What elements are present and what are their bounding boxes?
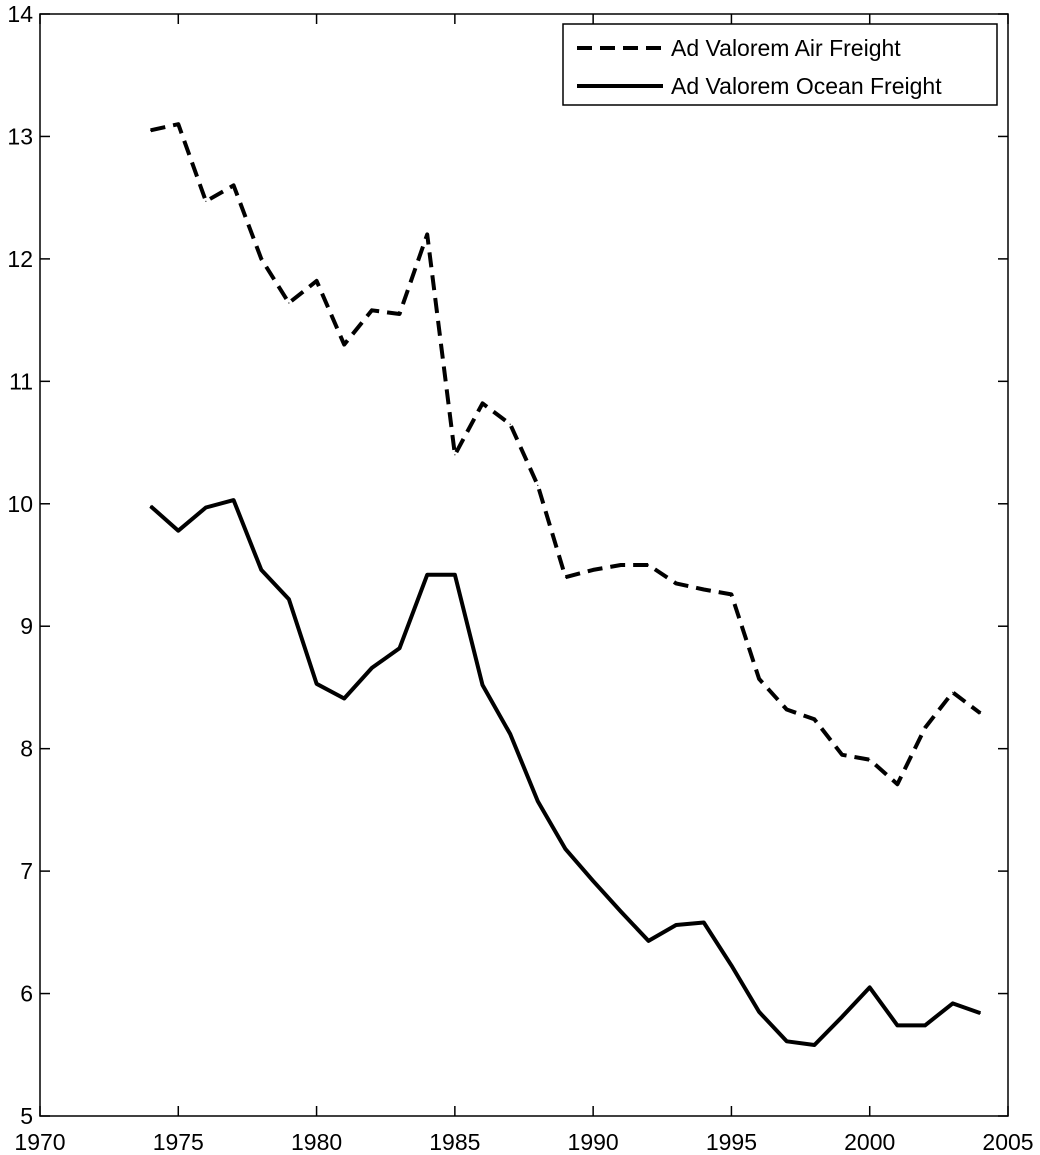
data-point: [398, 647, 401, 649]
data-point: [454, 574, 456, 576]
data-point: [952, 691, 954, 693]
ticks-layer: 1970 1975 1980 1985 1990 1995 2000 2005 5 6 7 8 9 10 1…: [7, 1, 1033, 1155]
legend-label-1: Ad Valorem Air Freight: [671, 35, 901, 61]
y-tick-label: 12: [7, 246, 33, 272]
data-point: [841, 754, 843, 756]
data-point: [177, 123, 179, 125]
y-tick-label: 6: [20, 981, 33, 1007]
data-point: [537, 800, 539, 802]
data-point: [454, 454, 456, 456]
y-tick-label: 5: [20, 1103, 33, 1129]
series-points-2: [150, 499, 981, 1046]
x-tick-label: 1970: [14, 1129, 65, 1155]
x-tick-label: 2005: [982, 1129, 1033, 1155]
data-point: [924, 1024, 926, 1026]
data-point: [481, 402, 484, 404]
data-point: [205, 506, 207, 509]
series-layer: [149, 122, 982, 1047]
data-point: [730, 964, 733, 967]
plot-background: [40, 14, 1008, 1116]
y-tick-label: 8: [20, 736, 33, 762]
plot-frame: [39, 13, 1009, 1117]
series-points-1: [150, 123, 981, 785]
data-point: [316, 280, 318, 282]
x-tick-label: 1980: [291, 1129, 342, 1155]
y-tick-label: 11: [9, 368, 33, 394]
data-point: [509, 423, 511, 425]
data-point: [979, 1012, 981, 1014]
data-point: [647, 940, 650, 942]
data-point: [758, 678, 760, 680]
data-point: [924, 727, 926, 729]
data-point: [647, 564, 650, 566]
data-point: [260, 569, 262, 571]
data-point: [675, 582, 677, 585]
data-point: [426, 233, 428, 235]
y-tick-label: 7: [20, 858, 33, 884]
data-point: [952, 1002, 954, 1005]
x-tick-label: 2000: [844, 1129, 895, 1155]
data-point: [703, 588, 705, 591]
data-point: [150, 129, 152, 131]
data-point: [703, 921, 705, 924]
legend-box: [562, 23, 998, 106]
x-tick-label: 1975: [153, 1129, 204, 1155]
data-point: [371, 309, 373, 311]
data-point: [979, 712, 981, 714]
data-point: [288, 302, 290, 304]
data-point: [288, 598, 290, 600]
x-tick-label: 1990: [568, 1129, 619, 1155]
data-point: [564, 848, 567, 850]
data-point: [675, 924, 677, 926]
data-point: [758, 1011, 760, 1013]
y-tick-label: 13: [7, 123, 33, 149]
data-point: [896, 1024, 899, 1026]
data-point: [371, 667, 373, 669]
data-point: [730, 593, 733, 596]
data-point: [786, 1040, 788, 1042]
x-tick-label: 1995: [706, 1129, 757, 1155]
data-point: [896, 783, 899, 785]
data-point: [509, 733, 511, 735]
data-point: [233, 184, 235, 186]
y-tick-label: 14: [7, 1, 33, 27]
data-point: [205, 200, 207, 202]
data-point: [343, 344, 345, 346]
data-point: [592, 880, 594, 882]
data-point: [426, 574, 428, 576]
data-point: [620, 910, 622, 913]
data-point: [481, 684, 484, 686]
data-point: [150, 505, 152, 507]
y-tick-label: 10: [7, 491, 33, 517]
data-point: [620, 564, 622, 566]
data-point: [260, 258, 262, 260]
data-point: [537, 484, 539, 486]
legend: Ad Valorem Air Freight Ad Valorem Ocean F…: [562, 23, 998, 106]
data-point: [233, 499, 235, 501]
data-point: [316, 683, 318, 685]
data-point: [398, 313, 401, 315]
legend-label-2: Ad Valorem Ocean Freight: [671, 73, 942, 99]
data-point: [786, 708, 788, 711]
data-point: [177, 530, 179, 532]
data-point: [592, 569, 594, 571]
data-point: [813, 1044, 816, 1046]
data-point: [869, 759, 871, 761]
x-tick-label: 1985: [429, 1129, 480, 1155]
data-point: [813, 718, 816, 720]
data-point: [869, 986, 871, 989]
data-point: [841, 1016, 843, 1018]
data-point: [343, 697, 345, 700]
data-point: [564, 576, 567, 578]
y-tick-label: 9: [20, 613, 33, 639]
